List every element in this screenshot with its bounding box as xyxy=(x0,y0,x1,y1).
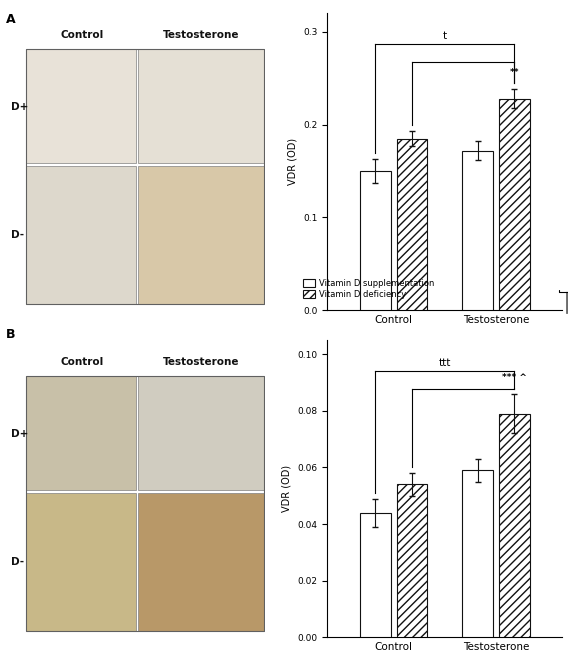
Bar xyxy=(138,49,264,163)
Bar xyxy=(27,376,136,490)
Text: D+: D+ xyxy=(11,429,28,439)
Text: ttt: ttt xyxy=(438,358,451,369)
Text: Control: Control xyxy=(60,30,103,40)
Text: Testosterone: Testosterone xyxy=(163,357,239,367)
Bar xyxy=(462,150,493,310)
Text: Control: Control xyxy=(60,357,103,367)
Text: *** ^: *** ^ xyxy=(502,373,527,382)
Bar xyxy=(138,493,264,631)
Legend: Vitamin D supplementation, Vitamin D deficiency: Vitamin D supplementation, Vitamin D def… xyxy=(303,279,435,299)
Bar xyxy=(138,376,264,490)
Bar xyxy=(27,376,264,631)
Text: **: ** xyxy=(509,68,519,78)
Bar xyxy=(499,99,529,310)
Text: t: t xyxy=(442,32,447,41)
Bar xyxy=(27,49,136,163)
Text: D+: D+ xyxy=(11,102,28,112)
Text: B: B xyxy=(6,328,15,342)
Bar xyxy=(397,139,428,310)
Bar xyxy=(27,166,136,304)
Y-axis label: VDR (OD): VDR (OD) xyxy=(287,138,298,185)
Bar xyxy=(462,470,493,637)
Y-axis label: VDR (OD): VDR (OD) xyxy=(282,465,292,512)
Bar xyxy=(27,493,136,631)
Text: A: A xyxy=(6,13,15,26)
Text: D-: D- xyxy=(11,229,24,240)
Text: Testosterone: Testosterone xyxy=(163,30,239,40)
Text: D-: D- xyxy=(11,556,24,566)
Bar xyxy=(397,484,428,637)
Bar xyxy=(360,171,391,310)
Bar xyxy=(499,414,529,637)
Bar xyxy=(360,512,391,637)
Bar xyxy=(138,166,264,304)
Bar xyxy=(27,49,264,304)
